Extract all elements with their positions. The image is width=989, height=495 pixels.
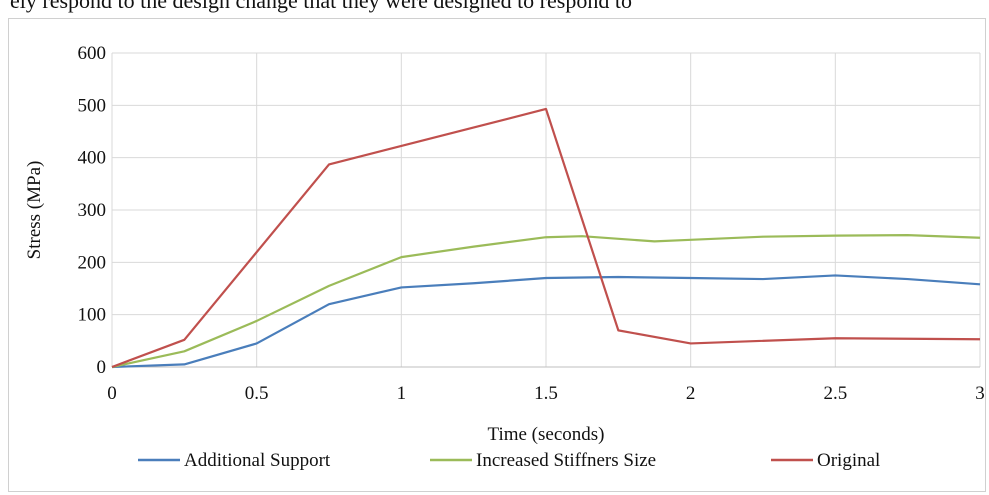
y-axis-title: Stress (MPa) (24, 161, 45, 260)
series-line-2 (111, 234, 981, 369)
y-tick-label: 500 (78, 95, 107, 116)
caption-fragment-text: ely respond to the design change that th… (10, 0, 632, 13)
y-tick-label: 300 (78, 200, 107, 221)
caption-fragment: ely respond to the design change that th… (0, 0, 989, 20)
grid (111, 52, 981, 368)
y-tick-label: 0 (97, 357, 107, 378)
legend-label-2: Increased Stiffners Size (476, 450, 656, 471)
series-lines (111, 107, 981, 369)
y-axis-ticks: 0 100 200 300 400 500 600 (78, 43, 107, 378)
x-tick-label: 1.5 (534, 383, 558, 404)
x-axis-ticks: 0 0.5 1 1.5 2 2.5 3 (107, 383, 985, 404)
x-tick-label: 0 (107, 383, 117, 404)
x-axis-title: Time (seconds) (488, 424, 605, 445)
legend: Additional Support Increased Stiffners Si… (138, 450, 880, 471)
x-tick-label: 2.5 (823, 383, 847, 404)
y-tick-label: 100 (78, 305, 107, 326)
y-tick-label: 400 (78, 148, 107, 169)
x-tick-label: 3 (975, 383, 985, 404)
chart-frame (8, 18, 986, 492)
series-line-3 (111, 107, 981, 369)
y-tick-label: 600 (78, 43, 107, 64)
legend-label-1: Additional Support (184, 450, 331, 471)
series-line-1 (111, 274, 981, 369)
x-tick-label: 2 (686, 383, 696, 404)
x-tick-label: 0.5 (245, 383, 269, 404)
legend-label-3: Original (817, 450, 880, 471)
y-tick-label: 200 (78, 252, 107, 273)
x-tick-label: 1 (397, 383, 407, 404)
